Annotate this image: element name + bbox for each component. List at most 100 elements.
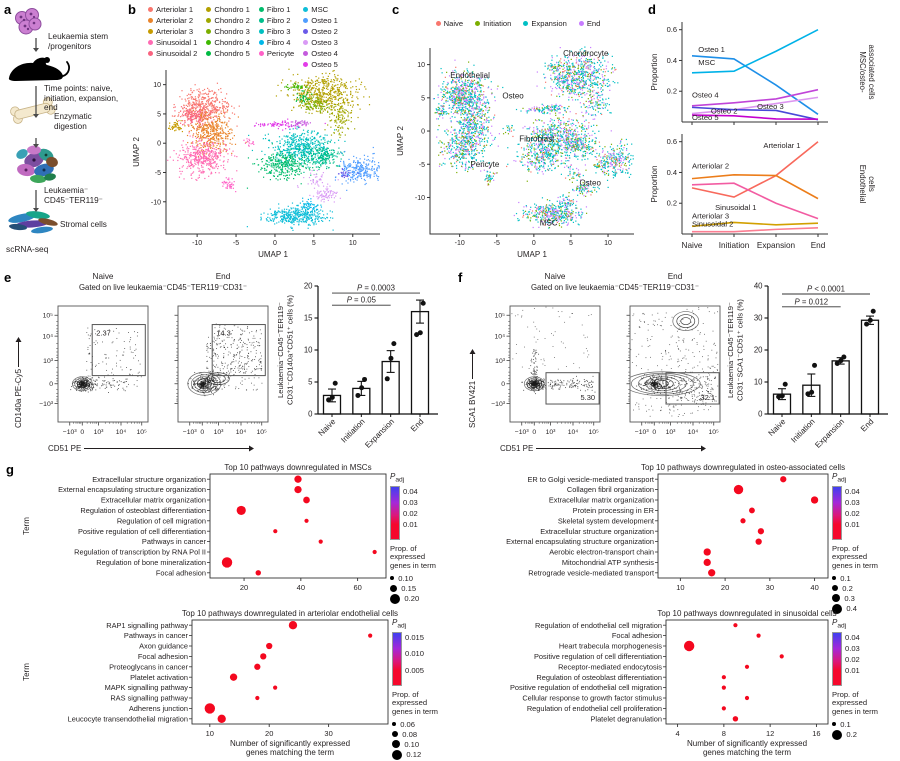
flow-event-dot: [536, 381, 537, 383]
flow-event-dot: [105, 384, 107, 386]
flow-event-dot: [227, 370, 229, 372]
pathway-term-label: Collagen fibril organization: [567, 485, 654, 494]
flow-event-dot: [210, 385, 212, 387]
flow-event-dot: [223, 372, 225, 374]
flow-event-dot: [135, 348, 137, 350]
flow-event-dot: [699, 333, 701, 335]
flow-event-dot: [539, 388, 541, 390]
flow-event-dot: [585, 384, 587, 386]
flow-event-dot: [205, 374, 207, 376]
flow-event-dot: [76, 387, 78, 389]
flow-event-dot: [89, 385, 91, 387]
flow-event-dot: [212, 387, 214, 389]
flow-event-dot: [232, 369, 234, 371]
flow-event-dot: [205, 383, 207, 385]
flow-event-dot: [115, 328, 117, 329]
flow-event-dot: [83, 384, 85, 386]
size-value: 0.2: [842, 583, 853, 593]
legend-item: Osteo 3: [303, 38, 338, 47]
flow-event-dot: [680, 400, 682, 402]
flow-event-dot: [636, 402, 638, 404]
flow-event-dot: [586, 385, 588, 387]
flow-event-dot: [660, 377, 662, 379]
padj-colorbar: 0.04 0.03 0.02 0.01: [390, 485, 454, 540]
flow-event-dot: [201, 384, 203, 386]
flow-event-dot: [534, 374, 536, 376]
flow-event-dot: [200, 387, 201, 389]
flow-event-dot: [224, 324, 226, 326]
flow-event-dot: [569, 387, 571, 388]
flow-event-dot: [200, 385, 202, 387]
flow-event-dot: [240, 334, 242, 336]
flow-event-dot: [256, 368, 258, 370]
flow-event-dot: [656, 382, 658, 384]
y-axis-label: Proportion: [650, 166, 659, 203]
flow-event-dot: [661, 387, 663, 389]
flow-event-dot: [704, 383, 706, 385]
flow-event-dot: [207, 347, 209, 349]
size-dot-icon: [832, 729, 843, 741]
flow-event-dot: [554, 331, 556, 333]
panel-a-label: a: [4, 2, 12, 17]
flow-event-dot: [552, 388, 554, 390]
flow-event-dot: [633, 313, 635, 315]
flow-event-dot: [691, 379, 693, 381]
flow-event-dot: [251, 360, 253, 362]
legend-item: Pericyte: [258, 49, 294, 58]
flow-event-dot: [207, 378, 208, 380]
flow-event-dot: [554, 383, 556, 385]
flow-event-dot: [537, 379, 539, 381]
flow-event-dot: [239, 353, 240, 355]
flow-event-dot: [79, 386, 81, 388]
flow-event-dot: [692, 412, 693, 414]
flow-event-dot: [207, 383, 209, 385]
flow-event-dot: [658, 318, 660, 320]
flow-event-dot: [121, 369, 123, 371]
flow-event-dot: [253, 347, 255, 349]
flow-event-dot: [708, 391, 709, 393]
flow-event-dot: [213, 341, 215, 343]
flow-event-dot: [650, 339, 652, 341]
flow-event-dot: [242, 330, 244, 332]
flow-event-dot: [691, 329, 693, 331]
flow-event-dot: [692, 400, 694, 402]
flow-event-dot: [240, 328, 241, 330]
flow-event-dot: [533, 386, 535, 388]
flow-event-dot: [88, 384, 90, 385]
series-line: [691, 141, 819, 198]
flow-event-dot: [687, 327, 689, 329]
flow-event-dot: [77, 385, 79, 387]
flow-event-dot: [706, 390, 708, 391]
svg-g: [511, 306, 596, 395]
flow-event-dot: [533, 376, 535, 378]
flow-event-dot: [588, 384, 590, 386]
flow-event-dot: [87, 327, 89, 329]
flow-event-dot: [222, 368, 224, 370]
series-line: [691, 88, 819, 107]
flow-event-dot: [230, 344, 232, 346]
flow-event-dot: [224, 362, 226, 364]
flow-event-dot: [529, 383, 531, 385]
flow-event-dot: [536, 328, 538, 330]
flow-event-dot: [535, 360, 537, 362]
flow-event-dot: [647, 369, 649, 371]
flow-event-dot: [244, 366, 245, 368]
flow-event-dot: [679, 320, 681, 322]
legend-color-icon: [206, 51, 212, 56]
flow-event-dot: [92, 377, 94, 379]
flow-event-dot: [234, 356, 236, 358]
pathway-dot: [780, 476, 787, 483]
flow-event-dot: [590, 314, 592, 316]
flow-event-dot: [240, 364, 241, 366]
svg-text: 10⁵: [137, 429, 148, 436]
flow-event-dot: [208, 390, 210, 392]
flow-event-dot: [234, 354, 236, 356]
flow-event-dot: [554, 384, 556, 386]
svg-text: −10³: [515, 429, 530, 436]
svg-text: 10³: [495, 358, 506, 365]
legend-item: Initiation: [475, 19, 511, 28]
flow-event-dot: [565, 366, 567, 367]
flow-event-dot: [136, 385, 138, 387]
flow-event-dot: [215, 388, 217, 390]
